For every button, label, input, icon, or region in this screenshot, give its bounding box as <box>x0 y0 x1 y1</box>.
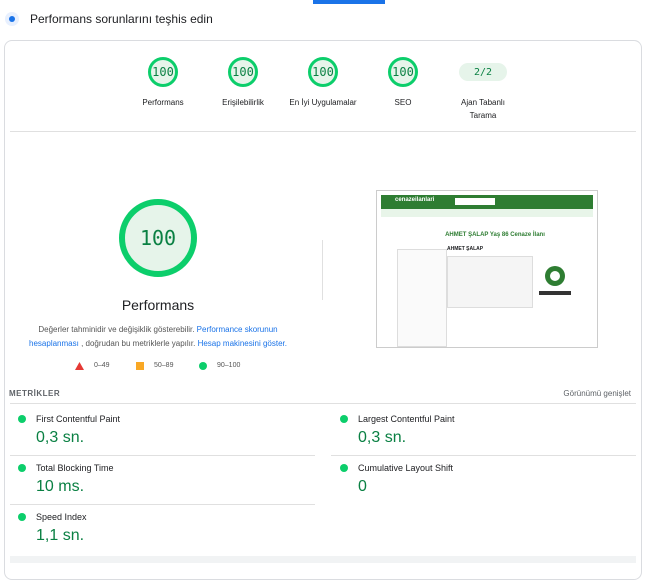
vertical-divider <box>322 240 323 300</box>
metrics-title: METRİKLER <box>9 389 61 398</box>
thumb-search <box>455 198 495 205</box>
score-gauge[interactable]: 100 <box>308 57 338 87</box>
text: , doğrudan bu metriklerle yapılır. <box>78 339 198 348</box>
score-pill[interactable]: 2/2 <box>459 63 507 81</box>
divider <box>10 131 636 132</box>
performance-description: Değerler tahminidir ve değişiklik göster… <box>22 323 294 351</box>
metric-name: Cumulative Layout Shift <box>358 463 454 473</box>
score-label: En İyi Uygulamalar <box>289 98 357 107</box>
metric-value: 10 ms. <box>36 478 85 495</box>
divider <box>10 504 315 505</box>
thumb-name: AHMET ŞALAP <box>447 246 484 252</box>
thumb-nav <box>381 209 593 217</box>
score-label: Performans <box>142 98 184 107</box>
legend-average-icon <box>136 362 144 370</box>
metric-name: First Contentful Paint <box>36 414 121 424</box>
header-icon <box>5 12 19 26</box>
expand-view[interactable]: Görünümü genişlet <box>563 389 631 398</box>
divider <box>10 455 315 456</box>
performance-title: Performans <box>121 297 195 313</box>
tab-indicator <box>313 0 385 4</box>
metric-status <box>18 415 26 423</box>
score-label: SEO <box>394 98 412 107</box>
score-label: Ajan Tabanlı Tarama <box>461 98 505 120</box>
metric-value: 0 <box>358 478 367 495</box>
score-gauge[interactable]: 100 <box>228 57 258 87</box>
metric-status <box>18 464 26 472</box>
metric-value: 0,3 sn. <box>36 429 85 446</box>
legend-pass: 90–100 <box>217 362 241 369</box>
legend-pass-icon <box>199 362 207 370</box>
metric-status <box>340 415 348 423</box>
metric-name: Total Blocking Time <box>36 463 114 473</box>
metric-name: Speed Index <box>36 512 87 522</box>
metric-status <box>340 464 348 472</box>
legend-fail-icon <box>75 362 84 370</box>
metric-value: 0,3 sn. <box>358 429 407 446</box>
thumb-heading: AHMET ŞALAP Yaş 86 Cenaze İlanı <box>445 232 545 238</box>
header-title: Performans sorunlarını teşhis edin <box>30 12 213 26</box>
score-gauge[interactable]: 100 <box>388 57 418 87</box>
score-label: Erişilebilirlik <box>222 98 264 107</box>
score-gauge[interactable]: 100 <box>148 57 178 87</box>
metric-status <box>18 513 26 521</box>
thumb-logo-mark <box>539 266 571 295</box>
footer-bar <box>10 556 636 563</box>
thumb-logo: cenazeilanlari <box>395 197 435 203</box>
legend-average: 50–89 <box>154 362 174 369</box>
page: Performans sorunlarını teşhis edin 100 Pe… <box>4 0 642 580</box>
metric-name: Largest Contentful Paint <box>358 414 455 424</box>
page-screenshot: cenazeilanlari AHMET ŞALAP Yaş 86 Cenaze… <box>376 190 598 348</box>
thumb-info <box>447 256 533 308</box>
divider <box>10 403 636 404</box>
link[interactable]: Hesap makinesini göster. <box>197 339 287 348</box>
legend-fail: 0–49 <box>94 362 110 369</box>
thumb-sidebar <box>397 249 447 347</box>
divider <box>331 455 636 456</box>
performance-gauge: 100 <box>119 199 197 277</box>
link[interactable]: Performance skorunun hesaplanması <box>29 325 278 348</box>
text: Değerler tahminidir ve değişiklik göster… <box>38 325 197 334</box>
metric-value: 1,1 sn. <box>36 527 85 544</box>
